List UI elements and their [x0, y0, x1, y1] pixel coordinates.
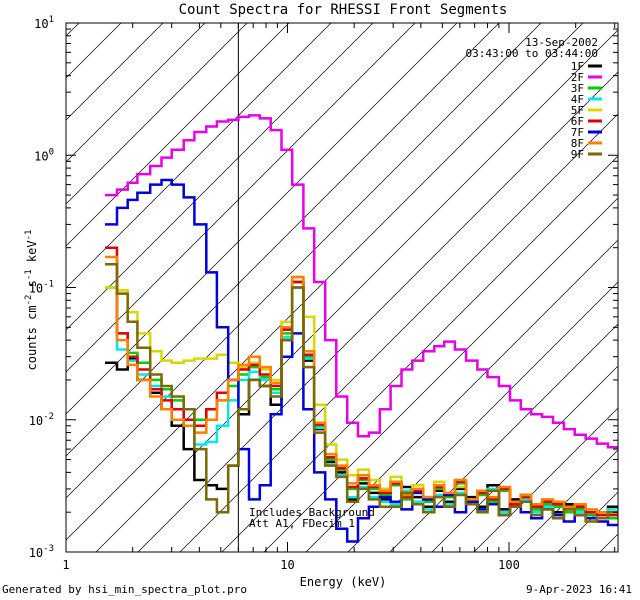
hatch-line — [0, 0, 276, 552]
hatch-line — [348, 0, 640, 552]
y-tick-label: 100 — [34, 147, 54, 163]
legend-label-1F: 1F — [571, 60, 584, 73]
axis-ticks — [65, 22, 618, 553]
legend-label-6F: 6F — [571, 115, 584, 128]
hatch-line — [54, 0, 640, 552]
hatch-line — [0, 0, 528, 552]
hatch-line — [0, 0, 444, 552]
hatch-line — [516, 0, 640, 552]
hatch-line — [0, 0, 360, 552]
legend-label-7F: 7F — [571, 126, 584, 139]
observation-time-range: 03:43:00 to 03:44:00 — [466, 47, 598, 60]
hatch-line — [0, 0, 402, 552]
hatch-line — [600, 0, 640, 552]
series-9F-line — [105, 262, 618, 523]
footer-generator: Generated by hsi_min_spectra_plot.pro — [2, 583, 248, 596]
x-tick-label: 100 — [498, 558, 520, 572]
y-axis-label: counts cm-2 s-1 keV-1 — [24, 230, 39, 371]
y-tick-label: 10-3 — [29, 544, 54, 560]
chart-title: Count Spectra for RHESSI Front Segments — [179, 2, 508, 18]
series-2F-line — [105, 114, 618, 449]
annotation-background: Includes Background — [249, 506, 375, 519]
hatch-line — [306, 0, 640, 552]
hatch-line — [0, 0, 318, 552]
observation-date: 13-Sep-2002 — [525, 36, 598, 49]
legend-label-2F: 2F — [571, 71, 584, 84]
hatch-line — [432, 0, 640, 552]
legend-label-8F: 8F — [571, 137, 584, 150]
x-tick-label: 1 — [62, 558, 69, 572]
annotation-attenuator: Att A1, FDecim 1 — [249, 517, 355, 530]
footer-timestamp: 9-Apr-2023 16:41 — [526, 583, 632, 596]
hatch-line — [390, 0, 640, 552]
hatch-line — [180, 0, 640, 552]
hatch-line — [474, 0, 640, 552]
hatch-line — [0, 0, 486, 552]
series-layer — [105, 114, 618, 543]
legend-label-9F: 9F — [571, 148, 584, 161]
series-8F-line — [105, 255, 618, 514]
hatch-line — [222, 0, 640, 552]
y-tick-label: 10-2 — [29, 412, 54, 428]
hatch-line — [264, 0, 640, 552]
hatch-line — [0, 0, 108, 552]
shaded-region — [0, 0, 640, 552]
hatch-line — [12, 0, 612, 552]
legend-label-3F: 3F — [571, 82, 584, 95]
hatch-line — [96, 0, 640, 552]
x-tick-label: 10 — [280, 558, 294, 572]
hatch-line — [0, 0, 570, 552]
x-axis-label: Energy (keV) — [300, 575, 387, 589]
y-tick-label: 101 — [34, 15, 54, 31]
hatch-line — [0, 0, 192, 552]
legend-label-5F: 5F — [571, 104, 584, 117]
legend-label-4F: 4F — [571, 93, 584, 106]
hatch-line — [0, 0, 234, 552]
hatch-line — [0, 0, 150, 552]
